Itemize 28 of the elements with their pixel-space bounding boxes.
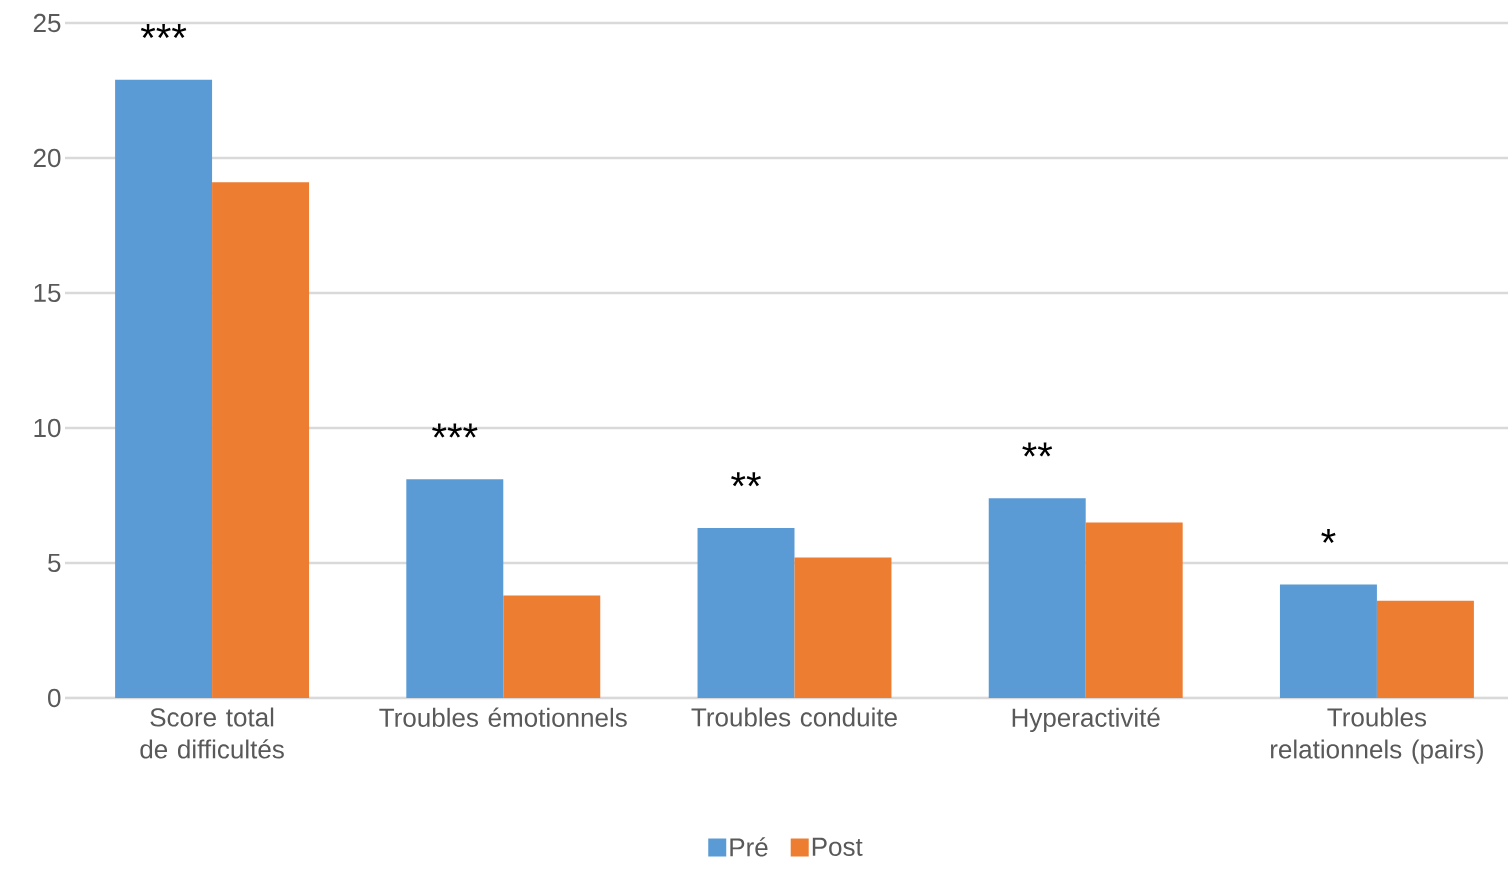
annotation: *** (140, 23, 187, 39)
y-tick-label: 5 (48, 553, 61, 573)
bar (1085, 522, 1183, 698)
y-tick-label: 0 (48, 688, 61, 708)
bar (406, 479, 504, 698)
x-tick-label: Troubles conduite (691, 707, 897, 727)
y-tick-label: 25 (33, 13, 61, 33)
x-tick-label: Hyperactivité (1012, 707, 1160, 733)
annotation: ** (1022, 442, 1053, 457)
y-tick-label: 10 (34, 418, 61, 438)
x-tick-label: Score total de difficultés (140, 707, 284, 759)
annotation: *** (432, 423, 478, 438)
bar (794, 557, 892, 698)
bar (988, 498, 1086, 698)
x-tick-label: Troubles émotionnels (379, 707, 627, 727)
bar (503, 595, 601, 698)
annotation: ** (731, 472, 761, 487)
y-tick-label: 15 (34, 283, 61, 303)
bar (697, 527, 795, 698)
annotation: * (1321, 528, 1336, 543)
bar (1279, 584, 1377, 698)
y-tick-label: 20 (33, 148, 61, 168)
legend-label: Post (812, 837, 863, 856)
bar (212, 182, 310, 698)
legend-label: Pré (730, 837, 768, 857)
bar (1376, 600, 1474, 698)
bar (115, 79, 213, 698)
x-tick-label: Troubles relationnels (pairs) (1271, 707, 1483, 764)
